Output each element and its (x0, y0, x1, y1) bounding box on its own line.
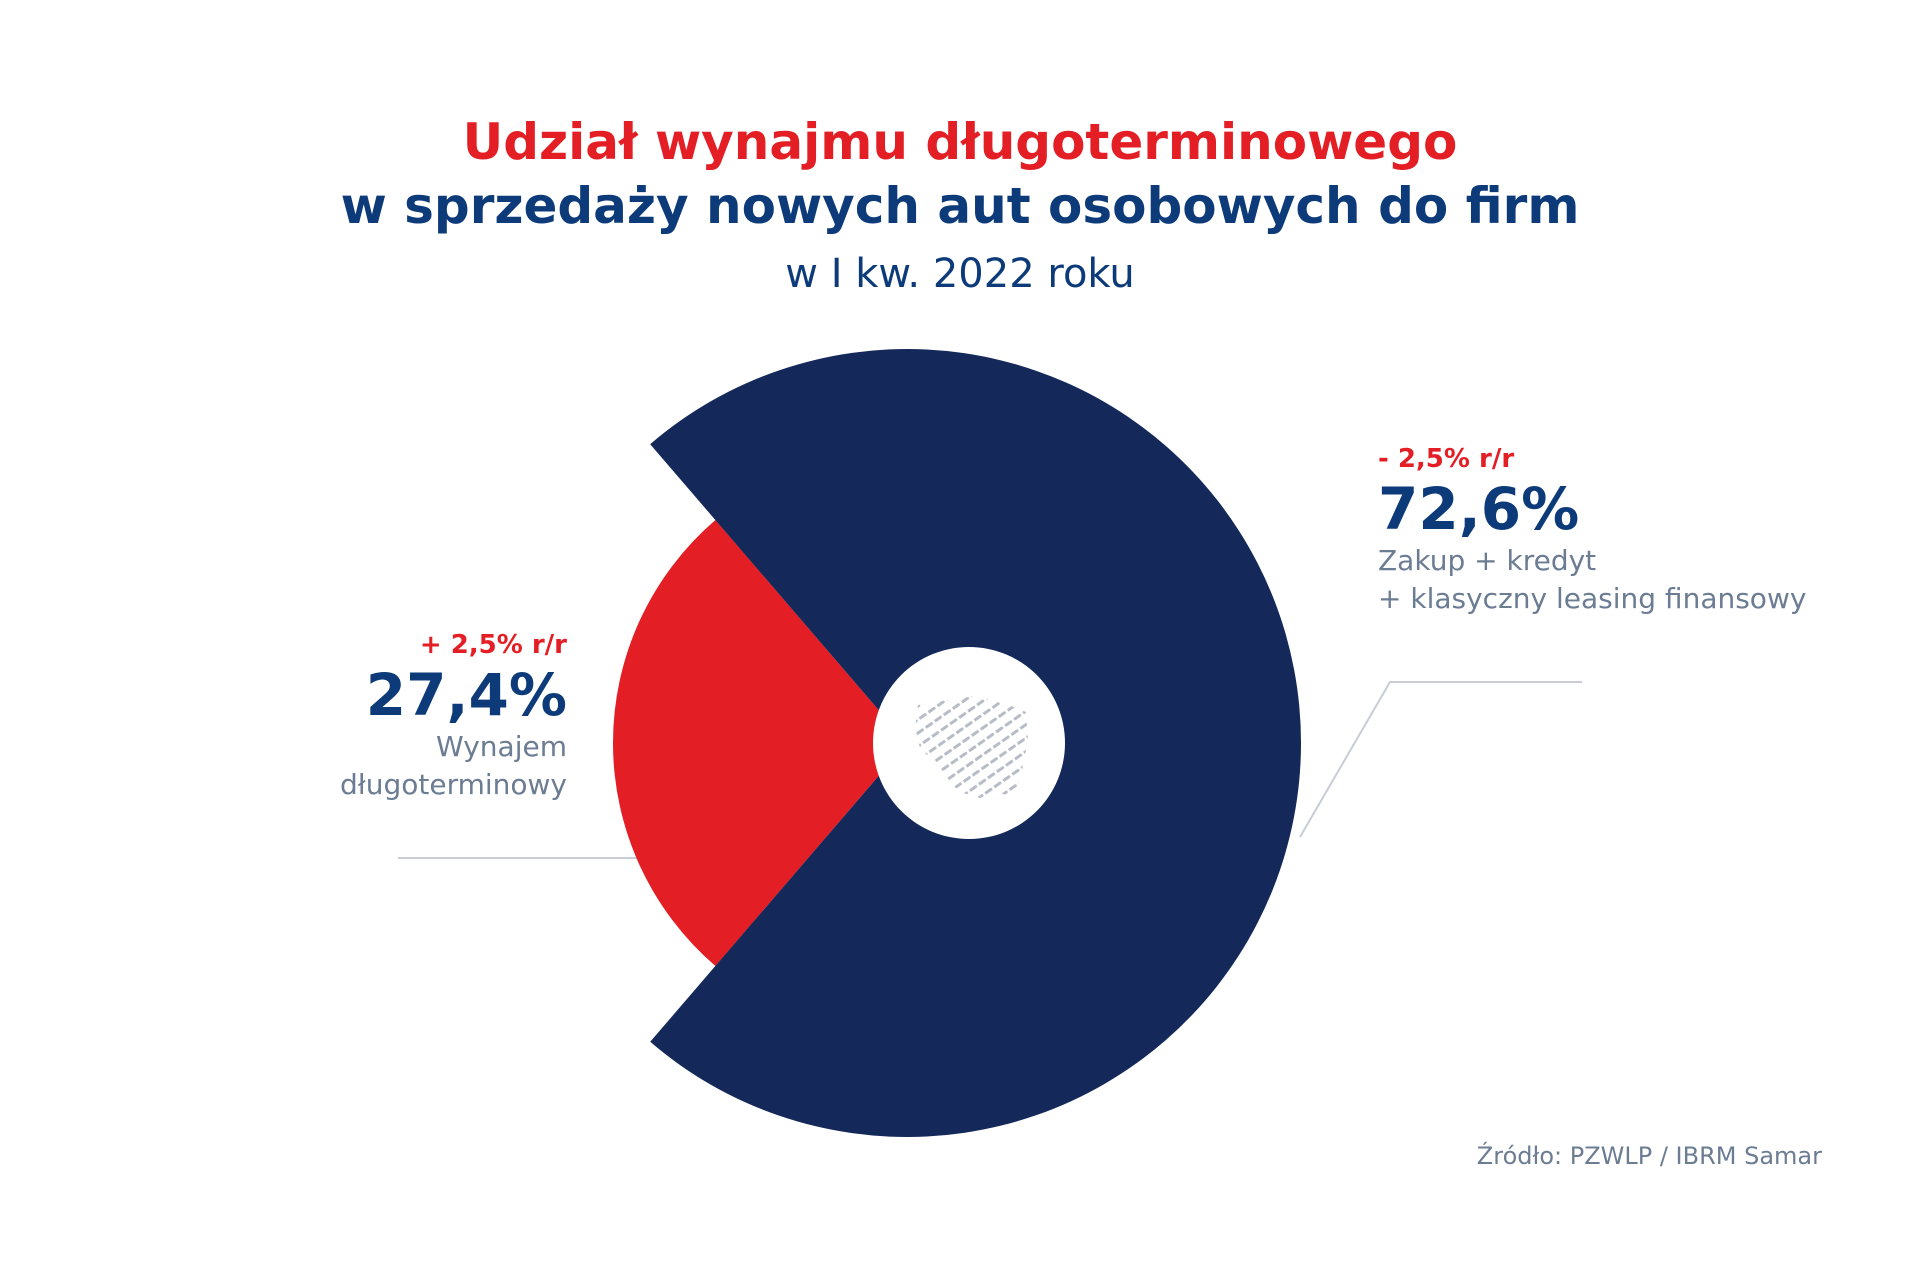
poland-map-icon (915, 696, 1028, 798)
purchase-desc-line-1: Zakup + kredyt (1378, 544, 1597, 577)
source-note: Źródło: PZWLP / IBRM Samar (1476, 1142, 1822, 1170)
purchase-value: 72,6% (1378, 475, 1580, 543)
rental-label-block: + 2,5% r/r 27,4% Wynajem długoterminowy (340, 628, 567, 804)
rental-desc-line-2: długoterminowy (339, 768, 567, 801)
chart-title-line-1: Udział wynajmu długoterminowego (462, 113, 1458, 171)
rental-change: + 2,5% r/r (419, 630, 567, 660)
purchase-label-block: - 2,5% r/r 72,6% Zakup + kredyt + klasyc… (1378, 442, 1806, 618)
chart-subtitle: w I kw. 2022 roku (785, 251, 1135, 297)
rental-desc-line-1: Wynajem (436, 730, 567, 763)
rental-slice (612, 520, 907, 966)
purchase-change: - 2,5% r/r (1378, 444, 1515, 474)
right-leader-line (1299, 681, 1582, 838)
rental-value: 27,4% (365, 661, 567, 729)
chart-title-line-2: w sprzedaży nowych aut osobowych do firm (340, 177, 1580, 235)
purchase-desc-line-2: + klasyczny leasing finansowy (1378, 582, 1807, 615)
